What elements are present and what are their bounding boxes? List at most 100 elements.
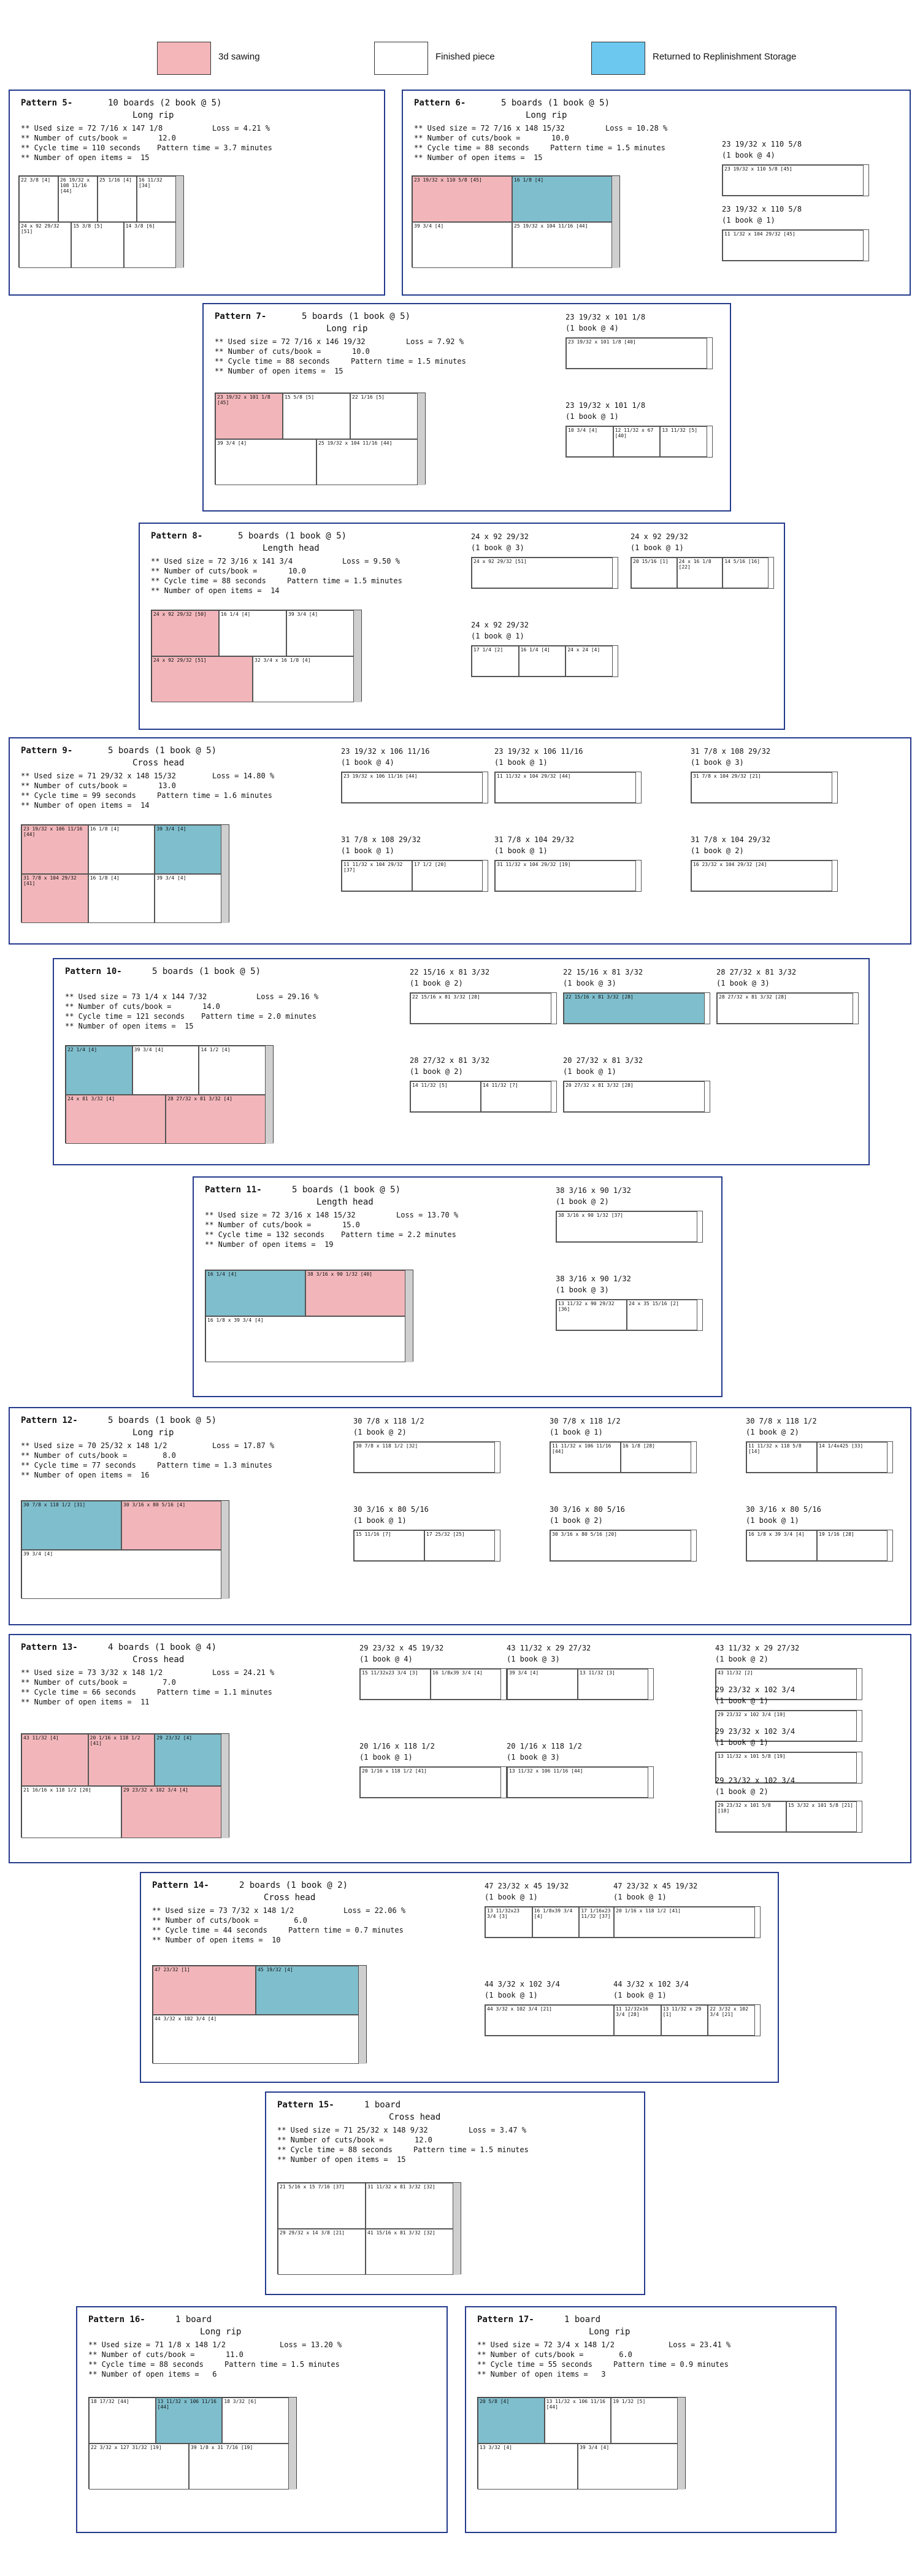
pattern-stat-extra: Loss = 3.47 % [469,2126,526,2134]
book-size: 43 11/32 x 29 27/32 [715,1644,800,1652]
pattern-stat-extra: Loss = 13.20 % [280,2340,342,2349]
pattern-stat-extra: Pattern time = 3.7 minutes [157,144,272,152]
cut-piece: 14 1/2 [4] [199,1046,266,1095]
book-piece: 14 1/4x425 [33] [817,1442,887,1473]
book-count: (1 book @ 1) [550,1428,603,1436]
cut-piece: 39 3/4 [4] [578,2444,678,2490]
book-sheet: 13 11/32 x 106 11/16 [44] [507,1766,654,1798]
cut-piece: 20 5/8 [4] [478,2398,545,2444]
pattern-stat: ** Number of open items = 15 [277,2155,406,2164]
pattern-title: Pattern 12- [21,1416,78,1425]
cut-piece: 29 23/32 [4] [155,1734,221,1786]
cut-piece: 16 1/8 [4] [512,176,612,222]
book-sheet: 11 1/32 x 104 29/32 [45] [722,229,869,261]
book-piece: 16 1/4 [4] [518,646,566,677]
book-sheet: 15 11/16 [7] 17 25/32 [25] [353,1530,500,1562]
book-sheet: 24 x 92 29/32 [51] [471,557,618,589]
book-sheet: 20 1/16 x 118 1/2 [41] [359,1766,507,1798]
pattern-stat-extra: Pattern time = 1.5 minutes [413,2145,529,2154]
pattern-mode: Long rip [200,2327,242,2337]
cut-sheet: 47 23/32 [1] 45 19/32 [4] 44 3/32 x 102 3/… [152,1965,367,2064]
pattern-stat-extra: Loss = 4.21 % [212,124,270,132]
book-sheet: 23 19/32 x 106 11/16 [44] [341,772,488,803]
scrap-strip [453,2183,461,2275]
pattern-panel: Pattern 13- 4 boards (1 book @ 4) Cross he… [9,1634,911,1863]
pattern-stat: ** Used size = 72 3/16 x 141 3/4 [151,557,293,565]
pattern-mode: Length head [316,1197,374,1207]
book-piece: 14 11/32 [7] [481,1081,551,1112]
book-piece: 11 11/32 x 106 11/16 [44] [550,1442,621,1473]
book-size: 44 3/32 x 102 3/4 [485,1980,560,1988]
pattern-stat: ** Cycle time = 132 seconds [205,1230,325,1239]
book-size: 23 19/32 x 101 1/8 [565,401,646,410]
pattern-panel: Pattern 14- 2 boards (1 book @ 2) Cross he… [140,1872,779,2083]
cut-piece: 22 1/16 [5] [350,393,418,439]
pattern-title: Pattern 16- [88,2315,145,2325]
book-piece: 13 11/32 [5] [660,426,707,457]
pattern-stat: ** Cycle time = 88 seconds [88,2360,204,2369]
book-piece: 44 3/32 x 102 3/4 [21] [485,2005,626,2036]
pattern-stat: ** Number of cuts/book = 14.0 [65,1002,220,1011]
scrap-strip [418,393,425,485]
scrap-strip [359,1966,366,2064]
book-piece: 24 x 24 [4] [565,646,613,677]
book-sheet: 11 11/32 x 118 5/8 [14] 14 1/4x425 [33] [746,1441,893,1473]
book-piece: 13 11/32x23 3/4 [3] [485,1907,532,1938]
pattern-stat: ** Cycle time = 88 seconds [215,357,330,366]
book-count: (1 book @ 1) [613,1893,667,1901]
book-piece: 11 11/32 x 104 29/32 [37] [342,861,412,891]
book-count: (1 book @ 2) [691,846,744,855]
book-count: (1 book @ 1) [359,1753,413,1761]
book-size: 30 3/16 x 80 5/16 [550,1505,625,1514]
book-piece: 17 25/32 [25] [424,1530,495,1561]
cut-piece: 13 3/32 [4] [478,2444,578,2490]
book-piece: 13 11/32 x 106 11/16 [44] [507,1767,648,1798]
book-piece: 11 1/32 x 104 29/32 [45] [723,230,864,261]
book-count: (1 book @ 3) [507,1753,560,1761]
book-piece: 20 27/32 x 81 3/32 [28] [564,1081,705,1112]
cut-piece: 24 x 92 29/32 [51] [151,656,253,702]
book-sheet: 28 27/32 x 81 3/32 [28] [716,992,859,1024]
pattern-stat-extra: Pattern time = 2.2 minutes [341,1230,456,1239]
book-piece: 20 1/16 x 118 1/2 [41] [614,1907,755,1938]
pattern-mode: Long rip [132,110,174,120]
cut-piece: 39 3/4 [4] [132,1046,199,1095]
cut-piece: 24 x 92 29/32 [50] [151,610,219,656]
cut-piece: 39 1/8 x 31 7/16 [19] [189,2444,289,2490]
book-piece: 31 7/8 x 104 29/32 [21] [691,772,832,803]
book-piece: 13 11/32 x 90 29/32 [36] [556,1300,627,1330]
cut-piece: 30 3/16 x 80 5/16 [4] [121,1501,221,1550]
pattern-boards: 1 board [175,2315,212,2325]
book-piece: 14 11/32 [5] [410,1081,481,1112]
pattern-stat: ** Cycle time = 88 seconds [151,577,266,585]
book-piece: 13 11/32 x 101 5/8 [19] [716,1752,857,1783]
book-piece: 29 23/32 x 101 5/8 [18] [716,1801,786,1832]
book-piece: 16 1/8x39 3/4 [4] [532,1907,580,1938]
book-piece: 31 11/32 x 104 29/32 [19] [495,861,636,891]
pattern-stat-extra: Pattern time = 0.7 minutes [288,1926,404,1934]
legend-label-returned: Returned to Replinishment Storage [653,52,797,62]
pattern-stat: ** Number of open items = 15 [215,367,343,375]
pattern-title: Pattern 9- [21,746,73,756]
pattern-stat: ** Cycle time = 77 seconds [21,1461,136,1470]
pattern-stat: ** Number of cuts/book = 10.0 [414,134,569,142]
book-count: (1 book @ 1) [353,1516,407,1525]
book-piece: 16 23/32 x 104 29/32 [24] [691,861,832,891]
book-sheet: 14 11/32 [5] 14 11/32 [7] [410,1081,557,1113]
book-count: (1 book @ 4) [565,324,619,332]
book-size: 31 7/8 x 108 29/32 [691,747,771,756]
pattern-title: Pattern 17- [477,2315,534,2325]
book-sheet: 13 11/32 x 101 5/8 [19] [715,1752,862,1784]
pattern-title: Pattern 13- [21,1643,78,1652]
book-piece: 22 15/16 x 81 3/32 [28] [564,993,705,1024]
pattern-stat-extra: Loss = 10.28 % [605,124,668,132]
book-sheet: 44 3/32 x 102 3/4 [21] [485,2004,632,2036]
cut-piece: 18 17/32 [44] [89,2398,156,2444]
book-size: 22 15/16 x 81 3/32 [563,968,643,976]
pattern-stat: ** Number of open items = 16 [21,1471,150,1479]
book-size: 31 7/8 x 108 29/32 [341,835,421,844]
book-count: (1 book @ 1) [485,1991,538,1999]
pattern-panel: Pattern 8- 5 boards (1 book @ 5) Length he… [139,523,785,730]
legend-swatch-3d-sawing [157,42,211,75]
book-sheet: 13 11/32x23 3/4 [3] 16 1/8x39 3/4 [4] 17 1… [485,1906,632,1938]
